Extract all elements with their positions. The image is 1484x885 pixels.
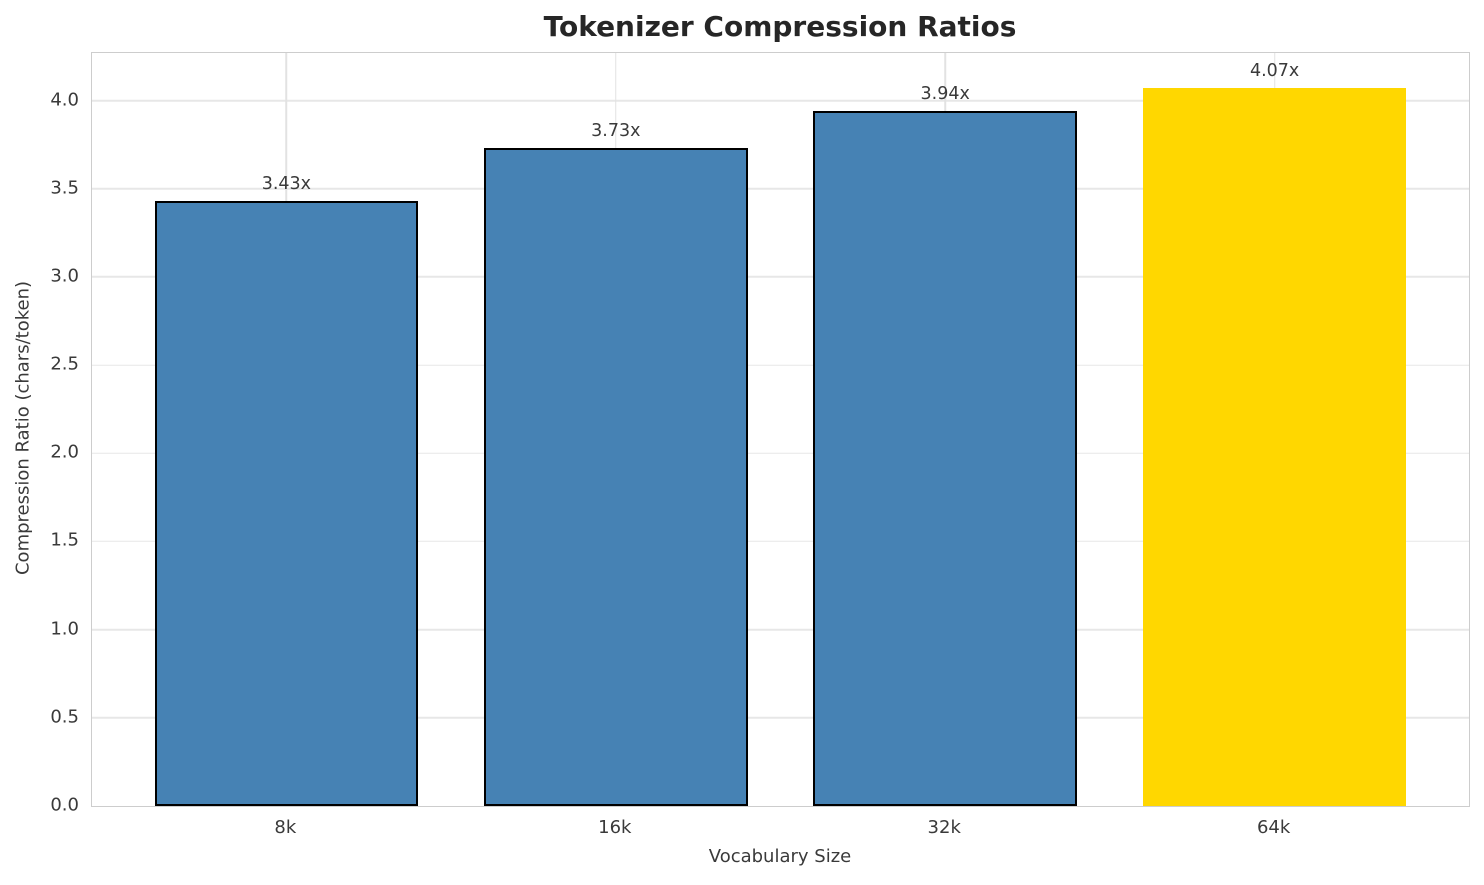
y-tick-label: 0.0 <box>50 794 79 816</box>
y-tick-label: 4.0 <box>50 89 79 111</box>
bar-value-label: 3.43x <box>261 174 312 195</box>
x-axis-label: Vocabulary Size <box>708 846 852 867</box>
y-tick-label: 2.5 <box>50 353 79 375</box>
bar-value-label: 3.73x <box>591 121 641 142</box>
gridline-h <box>92 452 1469 455</box>
gridline-h <box>92 188 1469 190</box>
gridline-h <box>92 717 1469 719</box>
gridline-h <box>92 628 1469 631</box>
y-tick-label: 1.5 <box>50 529 79 551</box>
x-tick-label: 8k <box>274 817 297 838</box>
bar-64k <box>1142 88 1407 806</box>
gridline-h <box>92 276 1469 278</box>
x-tick-label: 16k <box>598 817 632 838</box>
chart-title: Tokenizer Compression Ratios <box>543 10 1017 43</box>
y-tick-label: 3.5 <box>50 177 79 199</box>
y-tick-label: 2.0 <box>50 441 79 463</box>
y-tick-label: 0.5 <box>50 706 79 728</box>
bar-8k <box>154 201 419 806</box>
gridline-h <box>92 99 1469 102</box>
plot-area: 3.43x 3.73x 3.94x 4.07x <box>91 52 1470 807</box>
bar-32k <box>813 111 1077 806</box>
bar-16k <box>484 148 748 806</box>
x-tick-label: 64k <box>1256 817 1291 838</box>
gridline-h <box>92 540 1469 543</box>
bar-value-label: 3.94x <box>920 84 970 105</box>
y-tick-label: 1.0 <box>50 618 79 640</box>
bar-value-label: 4.07x <box>1249 61 1300 82</box>
x-tick-label: 32k <box>927 817 961 838</box>
gridline-h <box>92 364 1469 366</box>
y-tick-label: 3.0 <box>50 265 79 287</box>
